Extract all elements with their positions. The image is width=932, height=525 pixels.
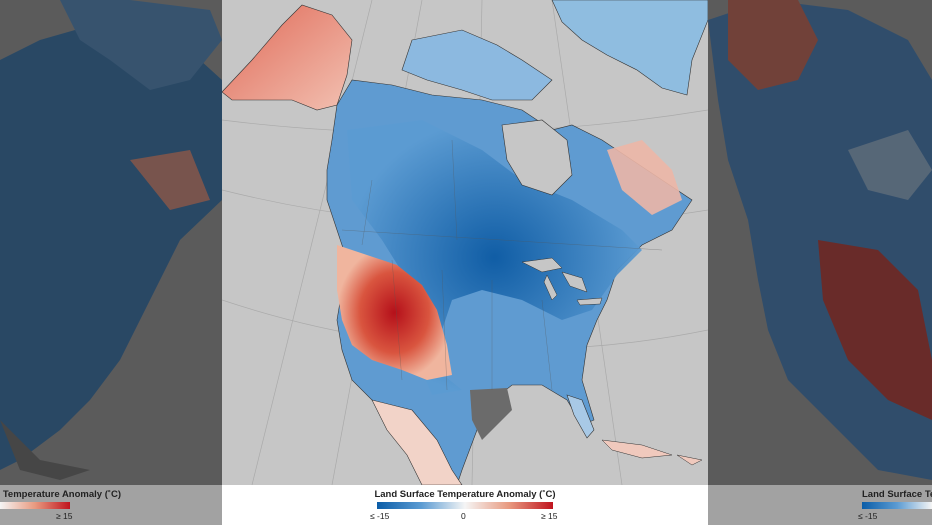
warm-anomaly-northeast xyxy=(607,140,682,215)
legend: Land Surface Temperature Anomaly (˚C) ≤ … xyxy=(222,485,708,525)
map-panel: Land Surface Temperature Anomaly (˚C) ≤ … xyxy=(222,0,708,525)
right-legend-strip: Land Surface Temperature Anomaly (˚C) ≤ … xyxy=(708,485,932,525)
left-background-panel: Land Surface Temperature Anomaly (˚C) ≥ … xyxy=(0,0,222,525)
right-background-panel: Land Surface Temperature Anomaly (˚C) ≤ … xyxy=(708,0,932,525)
left-legend-title: Land Surface Temperature Anomaly (˚C) xyxy=(0,489,122,500)
hudson-bay xyxy=(501,119,573,196)
left-legend-strip: Land Surface Temperature Anomaly (˚C) ≥ … xyxy=(0,485,222,525)
greenland xyxy=(551,0,708,96)
legend-title: Land Surface Temperature Anomaly (˚C) xyxy=(374,489,556,500)
no-data-region xyxy=(470,388,512,440)
caribbean-islands xyxy=(601,439,703,466)
florida xyxy=(566,394,595,439)
warm-anomaly-west xyxy=(337,245,452,380)
legend-colorbar xyxy=(377,502,553,509)
great-lakes xyxy=(521,257,603,306)
left-legend-max-label: ≥ 15 xyxy=(56,511,73,521)
legend-zero-label: 0 xyxy=(461,511,466,521)
mexico xyxy=(371,399,463,485)
temperature-anomaly-map xyxy=(222,0,708,485)
arctic-islands xyxy=(401,29,553,101)
alaska xyxy=(222,4,353,111)
left-legend-colorbar xyxy=(0,502,70,509)
right-legend-title: Land Surface Temperature Anomaly (˚C) xyxy=(862,489,932,500)
right-legend-colorbar xyxy=(862,502,932,509)
legend-max-label: ≥ 15 xyxy=(541,511,558,521)
political-borders xyxy=(341,139,663,391)
right-legend-min-label: ≤ -15 xyxy=(858,511,878,521)
legend-min-label: ≤ -15 xyxy=(370,511,390,521)
